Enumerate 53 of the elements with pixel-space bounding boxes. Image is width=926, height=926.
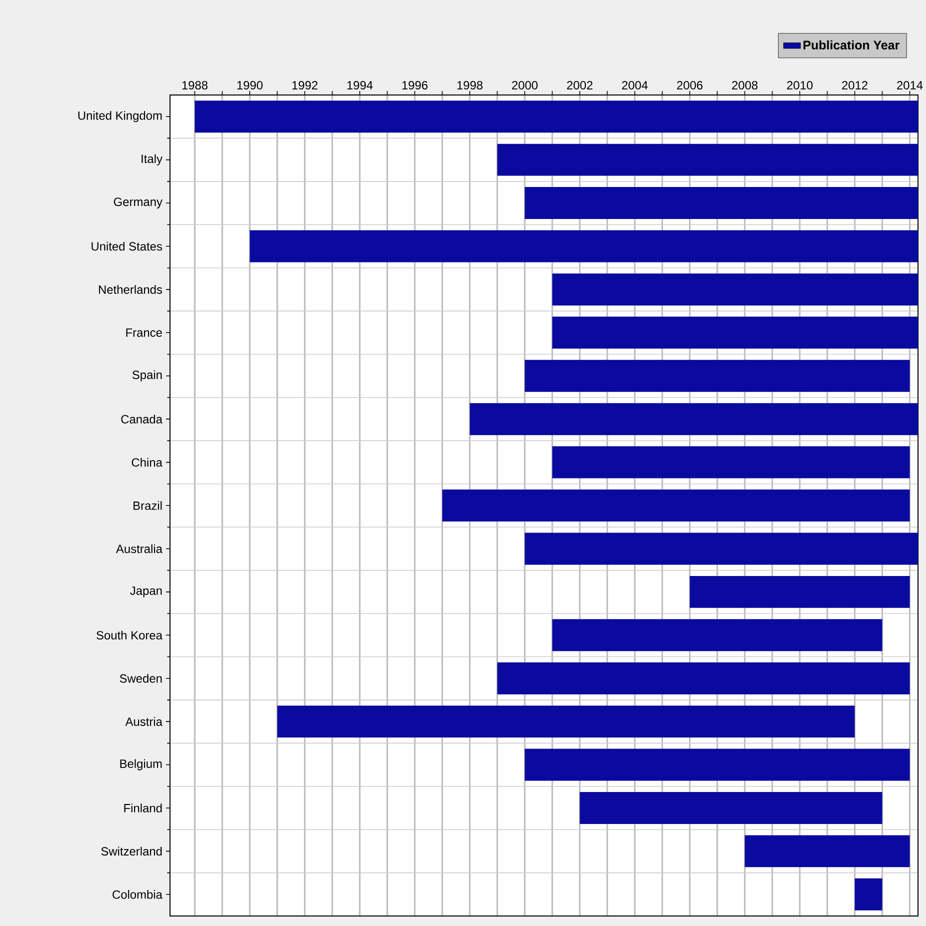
x-tick-label: 1988	[182, 81, 208, 90]
bar	[524, 360, 910, 392]
bar	[497, 144, 918, 176]
x-tick-label: 2012	[842, 81, 868, 90]
x-tick-label: 1992	[292, 81, 318, 90]
y-tick-label: Germany	[114, 198, 162, 208]
x-tick-label: 2002	[567, 81, 592, 90]
y-tick-label: China	[132, 458, 162, 467]
x-tick-label: 2014	[897, 81, 923, 90]
y-tick-label: Brazil	[134, 501, 162, 510]
bar	[744, 835, 910, 868]
x-tick-label: 2010	[787, 81, 813, 90]
legend-label: Publication Year	[804, 40, 900, 50]
x-tick-label: 1998	[457, 81, 483, 90]
bar	[524, 532, 918, 565]
bar	[690, 576, 910, 608]
bar	[580, 792, 882, 824]
bar	[250, 230, 918, 262]
bar	[524, 748, 910, 781]
x-tick-label: 1994	[347, 81, 373, 90]
x-tick-label: 1990	[237, 81, 263, 90]
bar	[277, 706, 855, 738]
bar	[552, 619, 882, 652]
bar	[854, 878, 882, 910]
bar	[552, 273, 918, 306]
y-tick-label: Canada	[121, 414, 162, 424]
bar	[442, 490, 910, 522]
y-tick-label: Australia	[116, 544, 162, 554]
y-tick-label: Colombia	[112, 890, 162, 899]
x-tick-label: 2006	[677, 81, 703, 90]
y-tick-label: United States	[92, 242, 162, 251]
bar	[497, 662, 910, 694]
x-tick-label: 2008	[732, 81, 758, 90]
y-tick-label: Netherlands	[99, 285, 162, 294]
bar	[552, 316, 918, 349]
y-tick-label: South Korea	[96, 630, 162, 640]
bar	[194, 100, 918, 133]
bar	[552, 446, 910, 478]
y-tick-label: France	[126, 328, 162, 337]
x-tick-label: 2004	[622, 81, 648, 90]
y-tick-label: Switzerland	[101, 846, 162, 856]
y-tick-label: Belgium	[120, 759, 162, 770]
x-tick-label: 1996	[402, 81, 428, 90]
bar	[470, 403, 918, 436]
y-tick-label: Italy	[142, 154, 162, 166]
y-tick-label: Finland	[124, 804, 162, 812]
bar	[524, 187, 918, 220]
y-tick-label: Austria	[125, 717, 162, 726]
y-tick-label: Japan	[130, 586, 162, 598]
y-tick-label: Sweden	[120, 674, 162, 683]
y-tick-label: United Kingdom	[78, 111, 162, 122]
y-tick-label: Spain	[132, 370, 162, 382]
x-tick-label: 2000	[512, 81, 538, 90]
